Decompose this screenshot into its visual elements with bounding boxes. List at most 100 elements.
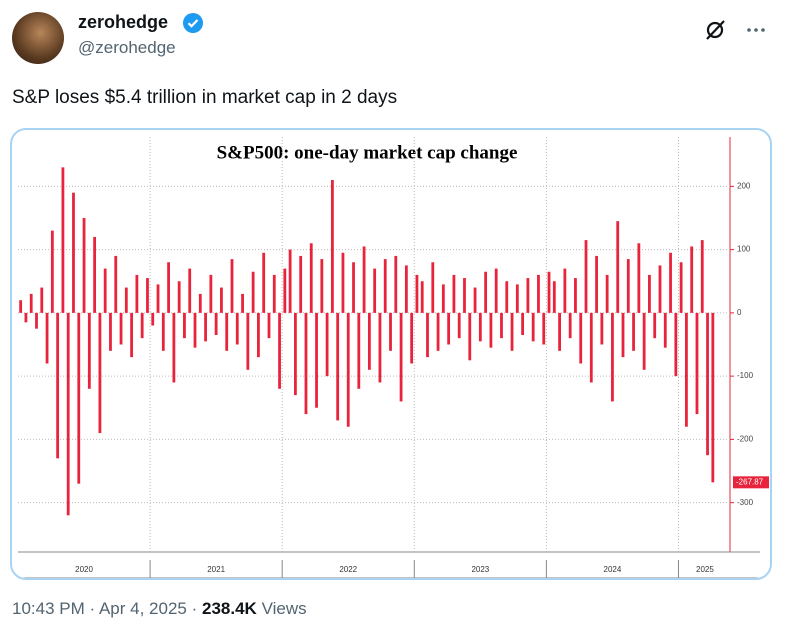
avatar[interactable] (12, 12, 64, 64)
bar (653, 312, 657, 339)
bar (552, 281, 556, 313)
view-count: 238.4K (202, 599, 257, 618)
bar (315, 312, 318, 408)
bar (605, 274, 609, 313)
bar (394, 255, 398, 313)
bar (441, 284, 445, 313)
bar (130, 312, 134, 358)
bar (304, 312, 308, 415)
bar (98, 312, 102, 434)
bar (135, 274, 139, 313)
time[interactable]: 10:43 PM (12, 599, 85, 618)
bar (352, 262, 355, 313)
y-tick-label: 0 (737, 308, 742, 317)
bar (373, 268, 377, 313)
x-tick-label: 2020 (75, 565, 93, 574)
bar (452, 274, 456, 313)
bar (272, 274, 276, 313)
bar (346, 312, 350, 427)
bar (172, 312, 176, 383)
bar (478, 312, 482, 342)
bar (706, 312, 709, 456)
bar (674, 312, 678, 377)
more-icon[interactable] (745, 20, 767, 40)
y-tick-label: -100 (737, 371, 754, 380)
bar (188, 268, 192, 313)
bar (183, 312, 186, 339)
bar (45, 312, 49, 364)
bar (410, 312, 414, 364)
bar (119, 312, 123, 345)
bar (700, 240, 704, 313)
bar (389, 312, 392, 351)
footer: 10:43 PM · Apr 4, 2025 · 238.4K Views (12, 599, 307, 619)
bar (626, 259, 630, 313)
bar (82, 217, 86, 313)
bar (463, 278, 466, 313)
bar (436, 312, 440, 351)
bar (50, 230, 54, 313)
date[interactable]: Apr 4, 2025 (98, 599, 187, 618)
bar (283, 268, 287, 313)
bar (325, 312, 329, 377)
bar (87, 312, 91, 389)
bar (29, 293, 33, 313)
bar (494, 268, 498, 313)
bar (156, 284, 160, 313)
bar (468, 312, 472, 361)
bar (367, 312, 371, 370)
grok-icon[interactable] (703, 18, 727, 42)
bar (225, 312, 229, 351)
bar (558, 312, 561, 351)
views-label: Views (261, 599, 307, 618)
bar (431, 262, 435, 313)
bar (447, 312, 451, 345)
bar (241, 293, 244, 313)
user-handle[interactable]: @zerohedge (78, 38, 176, 57)
bar (690, 246, 694, 313)
bar (616, 221, 620, 313)
bar (568, 312, 572, 339)
bar (235, 312, 239, 345)
bar (246, 312, 250, 370)
bar (669, 252, 672, 313)
bar (320, 259, 324, 313)
bar (611, 312, 614, 402)
bar (262, 252, 266, 313)
bar (35, 312, 38, 329)
bar (642, 312, 646, 370)
bar (473, 287, 477, 313)
bar (632, 312, 635, 351)
y-tick-label: -300 (737, 498, 754, 507)
bar (711, 312, 715, 483)
bar (663, 312, 667, 348)
bar (420, 281, 424, 313)
bar (621, 312, 625, 358)
bar (600, 312, 604, 345)
chart-frame[interactable]: S&P500: one-day market cap change -300 -2… (10, 128, 772, 580)
bar (72, 192, 75, 313)
y-tick-label: 200 (737, 181, 751, 190)
bar (161, 312, 165, 351)
bar (574, 278, 577, 313)
bar (484, 271, 488, 313)
bar (109, 312, 112, 351)
bar (547, 271, 551, 313)
bar (198, 293, 202, 313)
value-label-bg (733, 476, 769, 489)
user-name[interactable]: zerohedge (78, 12, 169, 32)
bar (362, 246, 366, 313)
y-tick-label: 100 (737, 245, 751, 254)
bar (505, 281, 509, 313)
bar (214, 312, 218, 336)
bar (204, 312, 207, 342)
y-tick-label: -200 (737, 435, 754, 444)
bar (114, 255, 118, 313)
bar (679, 262, 683, 313)
bar (40, 287, 44, 313)
bar (637, 243, 641, 313)
bar (341, 252, 345, 313)
x-tick-label: 2025 (696, 565, 714, 574)
bar (685, 312, 688, 427)
